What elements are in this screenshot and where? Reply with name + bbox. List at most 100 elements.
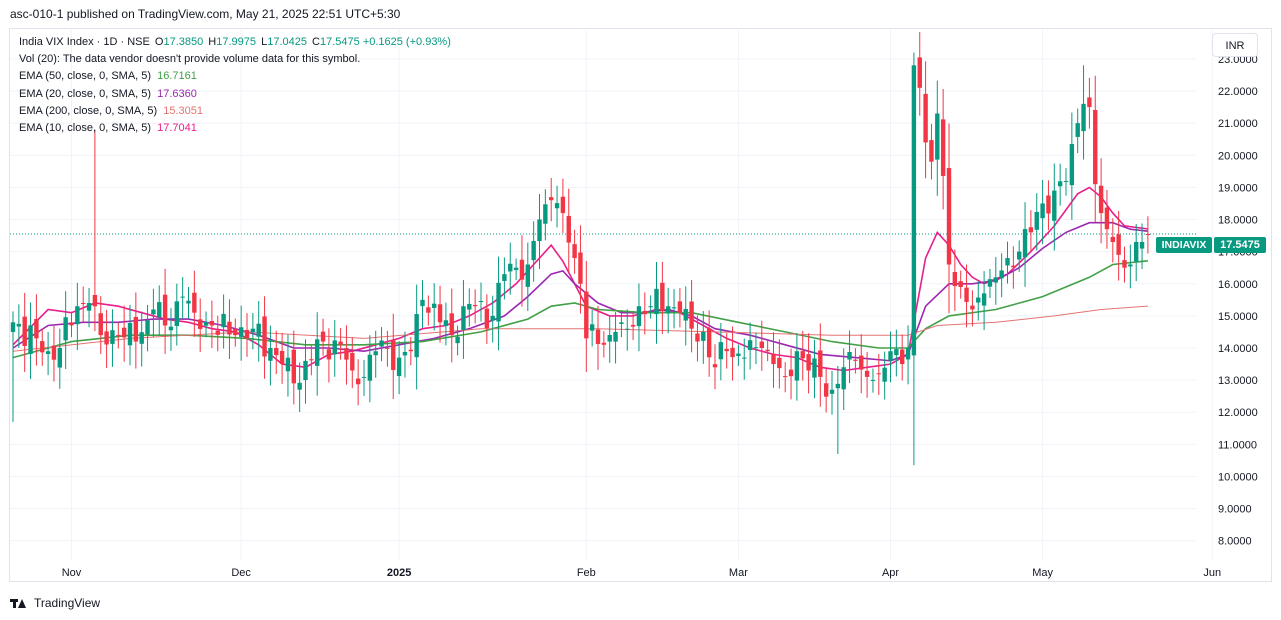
y-tick-label: 22.0000 [1218, 86, 1258, 98]
candle-body [549, 197, 554, 201]
candle [718, 322, 724, 381]
candle [771, 332, 776, 388]
candle-body [900, 349, 905, 365]
candle-body [1128, 264, 1133, 267]
candle [1005, 241, 1010, 284]
legend-symbol[interactable]: India VIX Index · 1D · NSE [19, 36, 150, 48]
candle-body [338, 341, 343, 345]
candle-body [1028, 227, 1034, 233]
candle [198, 298, 203, 353]
candle-body [320, 331, 326, 342]
candle-body [426, 307, 431, 313]
candle [461, 280, 466, 359]
candle-body [584, 291, 589, 339]
candle-body [706, 328, 712, 358]
candle-body [753, 347, 759, 349]
candle-body [765, 349, 770, 352]
tradingview-logo-icon [10, 597, 32, 609]
currency-selector[interactable]: INR [1212, 33, 1258, 57]
candle [22, 292, 27, 373]
x-tick-label: Jun [1203, 567, 1221, 579]
candle [923, 61, 928, 179]
candle [332, 319, 337, 377]
candle [110, 309, 115, 367]
candle [455, 325, 460, 356]
candle-body [432, 303, 437, 308]
legend-ema20[interactable]: EMA (20, close, 0, SMA, 5) 17.6360 [19, 86, 451, 103]
y-tick-label: 11.0000 [1218, 439, 1257, 451]
candle-body [1093, 109, 1098, 185]
candle-body [730, 347, 735, 358]
footer-brand[interactable]: TradingView [10, 593, 100, 613]
candle-body [297, 382, 302, 390]
candle-body [876, 373, 881, 375]
candle [900, 334, 905, 381]
y-tick-label: 20.0000 [1218, 150, 1258, 162]
candle-body [1040, 203, 1045, 219]
candle-body [923, 93, 928, 143]
candle [870, 368, 876, 393]
candle-body [449, 313, 454, 336]
candle-body [186, 300, 191, 304]
candle-body [28, 325, 33, 354]
candle [414, 284, 419, 390]
candle [1116, 210, 1121, 281]
candle [689, 280, 694, 353]
candle [701, 310, 706, 364]
candle [929, 123, 934, 180]
candle-body [379, 340, 384, 347]
candle-body [1145, 233, 1151, 235]
candle-body [777, 357, 782, 369]
candle [490, 295, 495, 343]
candle [958, 270, 963, 299]
chart-frame[interactable] [9, 28, 1272, 582]
candle [57, 328, 62, 389]
candle-body [238, 327, 244, 337]
candle [227, 299, 232, 360]
candle [315, 312, 320, 396]
ema20-value: 17.6360 [157, 87, 197, 100]
candle-body [75, 306, 80, 325]
candle-body [1116, 234, 1121, 255]
candle [513, 258, 519, 281]
candle-body [1063, 180, 1069, 182]
y-tick-label: 9.0000 [1218, 504, 1252, 516]
candle-body [467, 303, 472, 310]
legend-volume-note[interactable]: Vol (20): The data vendor doesn't provid… [19, 53, 361, 66]
candle [268, 325, 273, 386]
legend-ema10[interactable]: EMA (10, close, 0, SMA, 5) 17.7041 [19, 120, 451, 137]
candle [1057, 163, 1063, 206]
candle-body [987, 279, 993, 287]
candle-body [133, 316, 139, 342]
candle-body [864, 370, 870, 377]
candle [303, 339, 308, 404]
candle [572, 229, 577, 274]
candle [660, 261, 665, 334]
candle-body [806, 354, 811, 371]
candle [736, 344, 741, 366]
legend-ema200[interactable]: EMA (200, close, 0, SMA, 5) 15.3051 [19, 103, 451, 120]
y-tick-label: 19.0000 [1218, 182, 1258, 194]
legend-ema50[interactable]: EMA (50, close, 0, SMA, 5) 16.7161 [19, 68, 451, 85]
ema200-label: EMA (200, close, 0, SMA, 5) [19, 104, 158, 117]
candle-body [472, 304, 478, 307]
candle-body [783, 376, 788, 378]
candle-body [794, 351, 800, 381]
candle-body [268, 348, 273, 361]
candle [882, 351, 887, 400]
candle-body [1052, 190, 1057, 221]
candle-body [455, 336, 460, 344]
candle [1046, 180, 1051, 231]
candle-body [57, 348, 62, 368]
last-price-tag: 17.5475 [1214, 237, 1266, 253]
candle-body [712, 364, 718, 368]
candle [970, 290, 975, 327]
candle [402, 331, 408, 378]
candle-body [701, 331, 706, 341]
candle [221, 294, 226, 349]
candle [361, 359, 367, 396]
candle [256, 301, 261, 362]
candle [876, 353, 881, 396]
candle-body [315, 339, 320, 366]
